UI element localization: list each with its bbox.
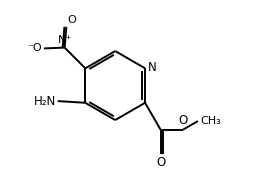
Text: H₂N: H₂N xyxy=(34,95,56,108)
Text: CH₃: CH₃ xyxy=(200,116,221,126)
Text: O: O xyxy=(178,114,188,127)
Text: ⁻O: ⁻O xyxy=(27,43,42,53)
Text: O: O xyxy=(156,156,165,169)
Text: N⁺: N⁺ xyxy=(58,35,72,45)
Text: O: O xyxy=(67,15,76,25)
Text: N: N xyxy=(148,61,157,74)
